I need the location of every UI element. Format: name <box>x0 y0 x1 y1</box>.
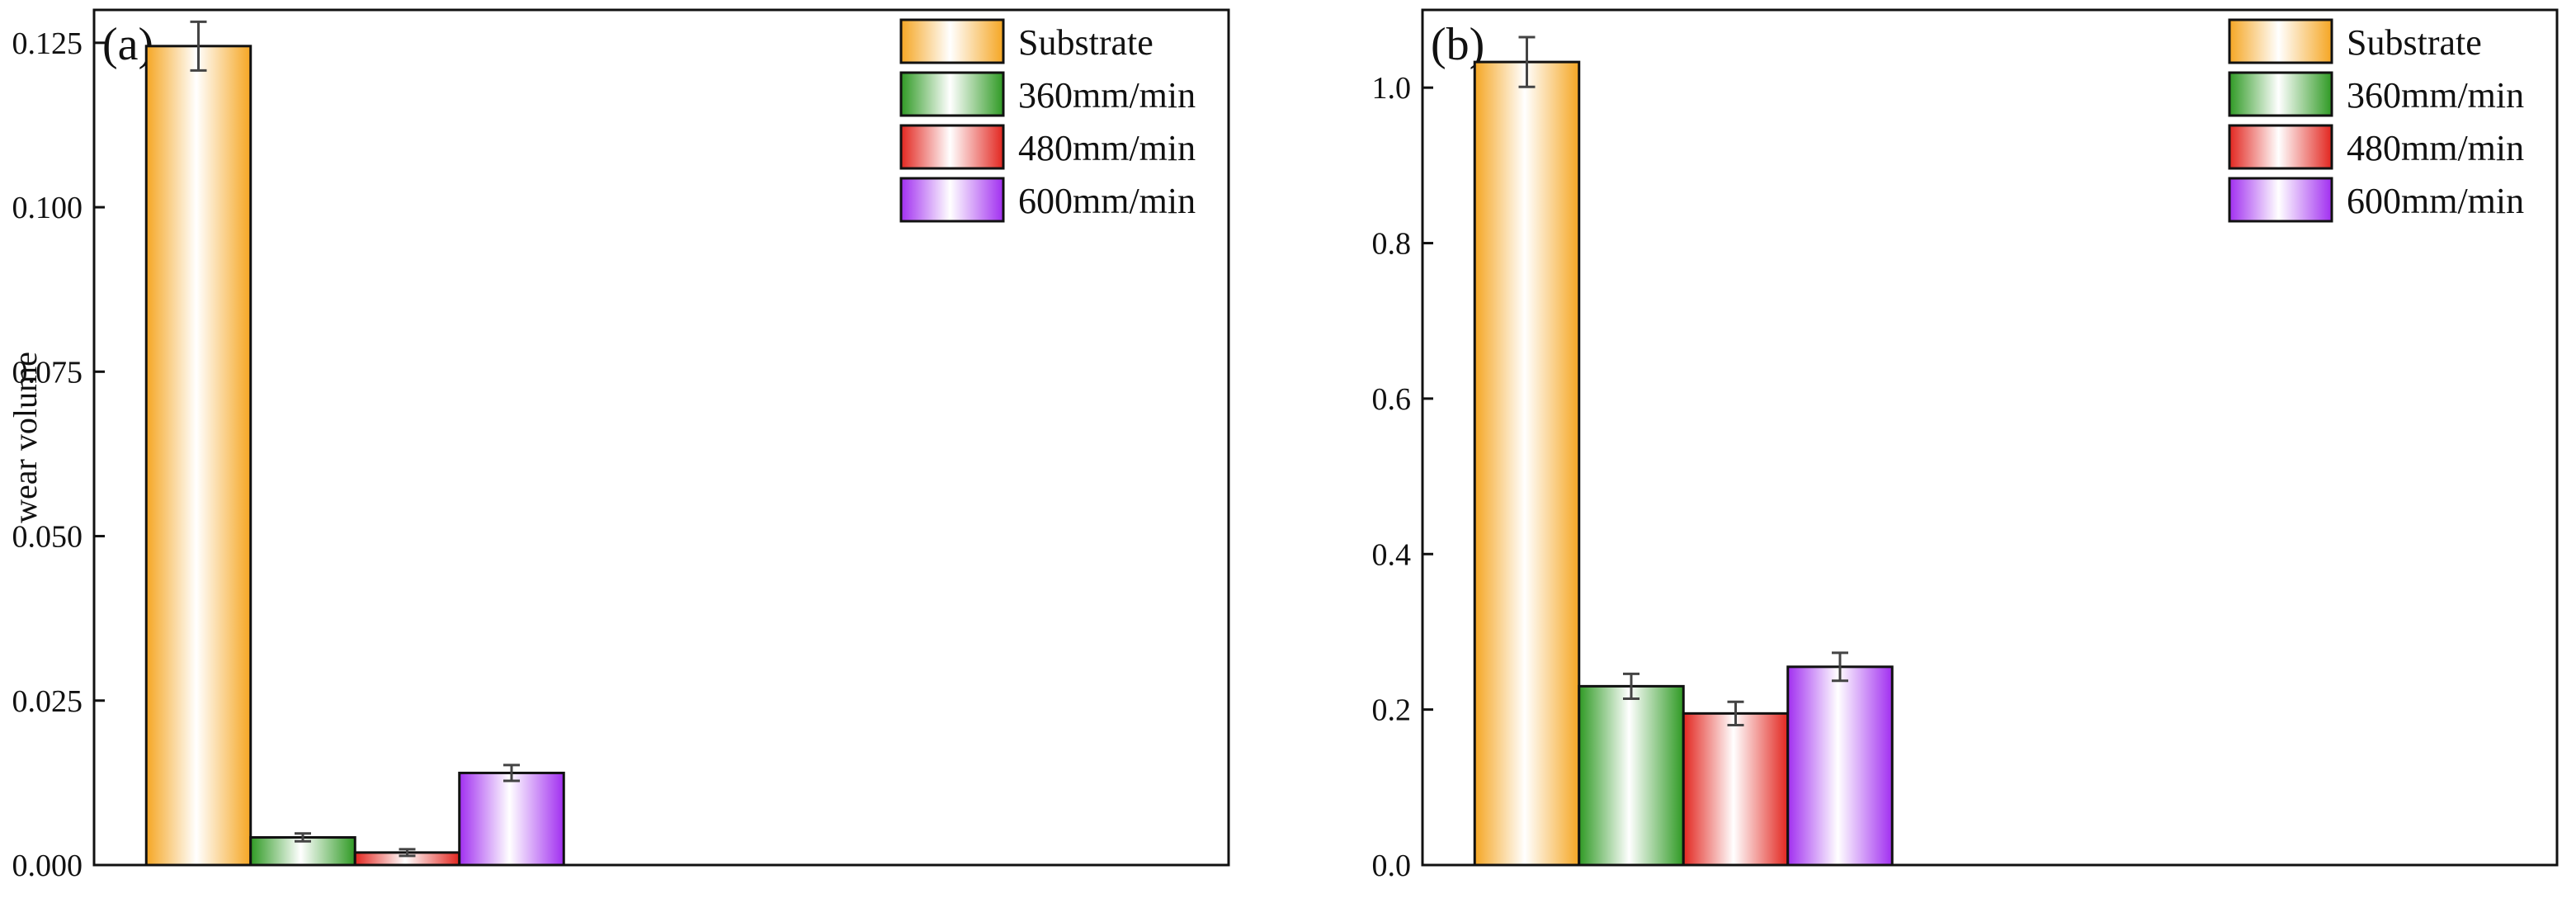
panel-a-error-bar-360mm-min <box>295 832 311 843</box>
panel-b-legend-item-substrate: Substrate <box>2228 18 2482 64</box>
panel-a-legend-label-480mm-min: 480mm/min <box>1018 128 1196 168</box>
panel-a-legend-swatch-480mm-min <box>899 124 1005 170</box>
panel-b-bar-360mm-min <box>1578 684 1685 867</box>
panel-a-y-tick-label: 0.000 <box>12 849 83 883</box>
panel-b-legend-label-360mm-min: 360mm/min <box>2347 75 2524 116</box>
panel-a-bar-600mm-min <box>458 771 565 867</box>
panel-a-legend-item-480mm-min: 480mm/min <box>899 124 1196 170</box>
panel-b-plot-frame <box>1421 8 2559 867</box>
panel-b-legend: Substrate 360mm/min 480mm/min 600mm/min <box>2228 18 2524 223</box>
panel-b-y-tick-label: 0.6 <box>1372 382 1412 417</box>
panel-b-error-bar-480mm-min <box>1727 700 1744 726</box>
panel-b-legend-label-480mm-min: 480mm/min <box>2347 128 2524 168</box>
panel-a-error-bar-substrate <box>190 20 207 72</box>
panel-a-y-tick-label: 0.050 <box>12 520 83 555</box>
panel-b-legend-swatch-substrate <box>2228 18 2333 64</box>
panel-b-legend-label-600mm-min: 600mm/min <box>2347 181 2524 221</box>
panel-a-legend-item-substrate: Substrate <box>899 18 1154 64</box>
panel-b-y-tick-label: 0.4 <box>1372 537 1412 572</box>
panel-a-y-tick-label: 0.025 <box>12 684 83 719</box>
panel-a-y-tick-label: 0.125 <box>12 26 83 61</box>
panel-b-legend-swatch-600mm-min <box>2228 177 2333 223</box>
panel-b-y-axis: 0.0 0.2 0.4 0.6 0.8 1.0 <box>1372 71 1433 883</box>
panel-a-legend-swatch-360mm-min <box>899 71 1005 117</box>
panel-b-error-bar-600mm-min <box>1832 651 1848 683</box>
panel-a-y-axis: 0.000 0.025 0.050 0.075 0.100 0.125 <box>12 26 105 883</box>
panel-b-error-bar-substrate <box>1518 35 1536 88</box>
panel-b-legend-item-480mm-min: 480mm/min <box>2228 124 2524 170</box>
panel-a-y-tick-label: 0.100 <box>12 191 83 225</box>
panel-b-y-tick-label: 0.8 <box>1372 227 1412 262</box>
panel-b-bar-600mm-min <box>1786 665 1894 867</box>
panel-b-y-tick-label: 0.2 <box>1372 693 1412 728</box>
panel-a-legend-label-600mm-min: 600mm/min <box>1018 181 1196 221</box>
panel-a-error-bar-480mm-min <box>399 848 416 858</box>
panel-a-y-axis-title: wear volume <box>7 352 44 523</box>
panel-b-y-tick-label: 0.0 <box>1372 849 1412 883</box>
panel-b-bars <box>1473 35 1894 867</box>
panel-b-bar-substrate <box>1473 60 1581 867</box>
panel-a-legend-label-360mm-min: 360mm/min <box>1018 75 1196 116</box>
panel-b-legend-swatch-360mm-min <box>2228 71 2333 117</box>
panel-a-legend-swatch-600mm-min <box>899 177 1005 223</box>
panel-b-y-tick-label: 1.0 <box>1372 71 1412 106</box>
panel-b: (b) 0.00.20.40.60.81.0 Substrate360mm/mi… <box>1372 8 2559 883</box>
panel-a-legend-item-600mm-min: 600mm/min <box>899 177 1196 223</box>
panel-a-legend: Substrate 360mm/min 480mm/min 600mm/min <box>899 18 1196 223</box>
panel-a-y-tick-label: 0.075 <box>12 355 83 390</box>
panel-b-legend-item-600mm-min: 600mm/min <box>2228 177 2524 223</box>
panel-b-legend-swatch-480mm-min <box>2228 124 2333 170</box>
panel-a-legend-label-substrate: Substrate <box>1018 22 1154 63</box>
panel-a-error-bar-600mm-min <box>503 764 520 782</box>
panel-b-legend-label-substrate: Substrate <box>2347 22 2482 63</box>
panel-a-bar-substrate <box>144 45 252 867</box>
panel-b-bar-480mm-min <box>1682 712 1790 867</box>
panel-a: wear volume (a) 0.0000.0250.0500.0750.10… <box>7 8 1230 883</box>
panel-a-plot-frame <box>92 8 1230 867</box>
panel-a-bars <box>144 20 565 867</box>
panel-b-legend-item-360mm-min: 360mm/min <box>2228 71 2524 117</box>
panel-a-legend-swatch-substrate <box>899 18 1005 64</box>
panel-a-legend-item-360mm-min: 360mm/min <box>899 71 1196 117</box>
panel-b-error-bar-360mm-min <box>1623 672 1639 700</box>
